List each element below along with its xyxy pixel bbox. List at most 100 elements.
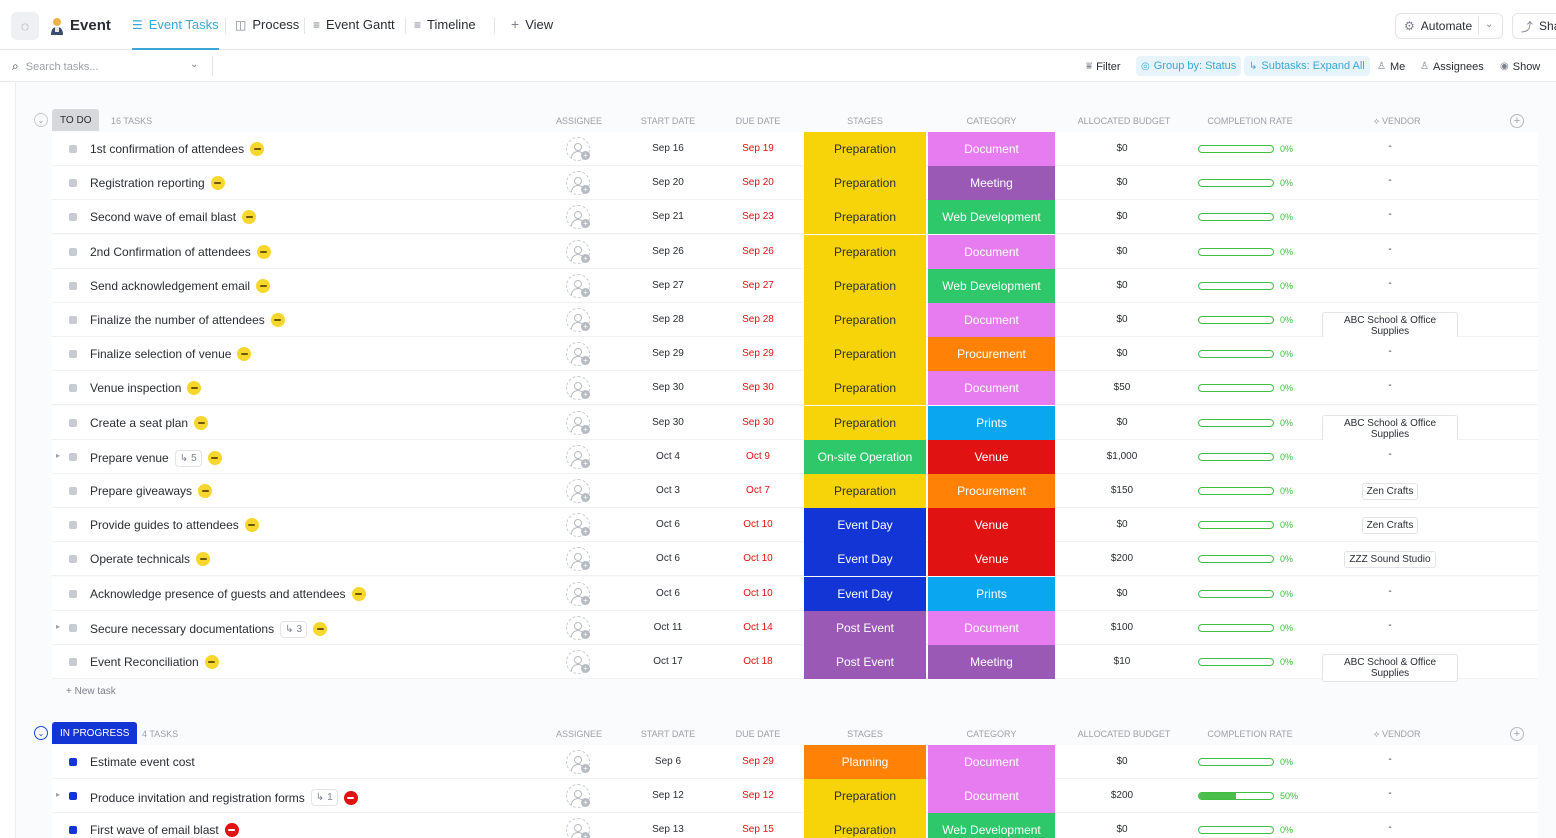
task-name-label[interactable]: First wave of email blast xyxy=(90,823,219,838)
add-view-button[interactable]: + View xyxy=(511,17,553,50)
status-square-icon[interactable] xyxy=(69,758,77,766)
allocated-budget[interactable]: $0 xyxy=(1116,177,1128,189)
start-date[interactable]: Oct 6 xyxy=(656,519,680,531)
vendor-cell[interactable]: - xyxy=(1388,788,1392,800)
due-date[interactable]: Sep 19 xyxy=(742,143,774,154)
status-square-icon[interactable] xyxy=(69,658,77,666)
allocated-budget[interactable]: $0 xyxy=(1116,416,1128,428)
allocated-budget[interactable]: $100 xyxy=(1110,621,1134,633)
start-date[interactable]: Sep 20 xyxy=(652,177,684,189)
add-column-icon[interactable]: + xyxy=(1510,727,1524,741)
due-date[interactable]: Sep 15 xyxy=(742,824,774,836)
vendor-cell[interactable]: ZZZ Sound Studio xyxy=(1322,551,1458,569)
vendor-cell[interactable]: ABC School & Office Supplies xyxy=(1322,312,1458,340)
table-row[interactable]: Estimate event cost + Sep 6 Sep 29 Planning D… xyxy=(52,745,1538,779)
collapse-group-icon[interactable]: ⌄ xyxy=(34,726,48,740)
add-assignee-button[interactable]: + xyxy=(566,308,590,332)
allocated-budget[interactable]: $0 xyxy=(1116,314,1128,325)
task-name[interactable]: Send acknowledgement email xyxy=(90,278,271,293)
filter-button[interactable]: ⩸ Filter xyxy=(1086,58,1121,75)
category-badge[interactable]: Prints xyxy=(928,405,1055,440)
vendor-chip[interactable]: Zen Crafts xyxy=(1361,517,1419,535)
stage-badge[interactable]: Preparation xyxy=(804,405,926,440)
category-badge[interactable]: Prints xyxy=(928,576,1055,611)
due-date[interactable]: Sep 12 xyxy=(742,790,774,802)
category-badge[interactable]: Document xyxy=(928,779,1055,814)
start-date[interactable]: Oct 3 xyxy=(656,485,680,496)
due-date[interactable]: Oct 10 xyxy=(743,587,773,599)
start-date[interactable]: Sep 26 xyxy=(652,245,684,257)
task-name-label[interactable]: Operate technicals xyxy=(90,552,191,567)
task-name-label[interactable]: Create a seat plan xyxy=(90,415,189,430)
due-date[interactable]: Oct 7 xyxy=(746,485,770,496)
due-date[interactable]: Oct 14 xyxy=(743,621,773,633)
stage-badge[interactable]: Preparation xyxy=(804,779,926,814)
stage-badge[interactable]: Preparation xyxy=(804,166,926,201)
stage-badge[interactable]: Preparation xyxy=(804,234,926,269)
priority-icon[interactable] xyxy=(194,415,209,430)
add-assignee-button[interactable]: + xyxy=(566,444,590,469)
category-badge[interactable]: Document xyxy=(928,132,1055,166)
priority-icon[interactable] xyxy=(196,552,211,567)
due-date[interactable]: Sep 23 xyxy=(742,211,774,223)
column-header-stages[interactable]: STAGES xyxy=(847,729,883,739)
start-date[interactable]: Oct 6 xyxy=(656,587,680,599)
stage-badge[interactable]: Event Day xyxy=(804,508,926,543)
add-assignee-button[interactable]: + xyxy=(566,615,590,640)
vendor-chip[interactable]: ABC School & Office Supplies xyxy=(1322,654,1458,682)
task-name-label[interactable]: Produce invitation and registration form… xyxy=(90,790,305,805)
due-date[interactable]: Oct 9 xyxy=(746,450,770,462)
vendor-cell[interactable]: ABC School & Office Supplies xyxy=(1322,654,1458,682)
task-name-label[interactable]: Registration reporting xyxy=(90,176,205,191)
add-assignee-button[interactable]: + xyxy=(566,171,590,196)
add-column-icon[interactable]: + xyxy=(1510,114,1524,128)
column-header-budget[interactable]: ALLOCATED BUDGET xyxy=(1077,729,1171,739)
stage-badge[interactable]: Post Event xyxy=(804,610,926,645)
stage-badge[interactable]: Preparation xyxy=(804,303,926,337)
stage-badge[interactable]: Preparation xyxy=(804,200,926,235)
table-row[interactable]: 2nd Confirmation of attendees + Sep 26 Sep … xyxy=(52,234,1538,269)
table-row[interactable]: ▸ Prepare venue ↳ 5 + Oct 4 Oct 9 On-site Opera… xyxy=(52,439,1538,474)
subtask-count[interactable]: ↳ 1 xyxy=(310,789,338,807)
status-square-icon[interactable] xyxy=(69,384,77,393)
chevron-down-icon[interactable]: ⌄ xyxy=(1485,19,1494,30)
priority-icon[interactable] xyxy=(242,210,257,225)
priority-icon[interactable] xyxy=(256,244,271,259)
table-row[interactable]: Venue inspection + Sep 30 Sep 30 Preparation… xyxy=(52,371,1538,406)
status-square-icon[interactable] xyxy=(69,452,77,461)
table-row[interactable]: Create a seat plan + Sep 30 Sep 30 Preparati… xyxy=(52,405,1538,443)
workspace-menu-button[interactable]: ◌ xyxy=(11,12,39,40)
task-name[interactable]: Finalize the number of attendees xyxy=(90,313,285,327)
column-header-due-date[interactable]: DUE DATE xyxy=(735,116,781,126)
add-assignee-button[interactable]: + xyxy=(566,513,590,538)
add-assignee-button[interactable]: + xyxy=(566,137,590,161)
allocated-budget[interactable]: $0 xyxy=(1116,587,1128,599)
task-name-label[interactable]: 2nd Confirmation of attendees xyxy=(90,244,251,259)
task-name[interactable]: Produce invitation and registration form… xyxy=(90,789,358,807)
start-date[interactable]: Sep 16 xyxy=(652,143,684,154)
due-date[interactable]: Sep 30 xyxy=(742,416,774,428)
task-name-label[interactable]: Finalize selection of venue xyxy=(90,347,232,362)
category-badge[interactable]: Meeting xyxy=(928,166,1055,201)
add-assignee-button[interactable]: + xyxy=(566,650,590,674)
tab-event-gantt[interactable]: ≡ Event Gantt xyxy=(313,17,395,50)
stage-badge[interactable]: Event Day xyxy=(804,576,926,611)
stage-badge[interactable]: Preparation xyxy=(804,132,926,166)
vendor-cell[interactable]: - xyxy=(1388,277,1392,289)
vendor-chip[interactable]: ABC School & Office Supplies xyxy=(1322,312,1458,340)
column-header-stages[interactable]: STAGES xyxy=(847,116,883,126)
category-badge[interactable]: Web Development xyxy=(928,268,1055,303)
tab-event-tasks[interactable]: ☰ Event Tasks xyxy=(132,17,219,50)
task-name[interactable]: 2nd Confirmation of attendees xyxy=(90,244,271,259)
stage-badge[interactable]: Preparation xyxy=(804,813,926,838)
column-header-category[interactable]: CATEGORY xyxy=(966,729,1017,739)
table-row[interactable]: Registration reporting + Sep 20 Sep 20 Prepa… xyxy=(52,166,1538,201)
add-assignee-button[interactable]: + xyxy=(566,205,590,230)
status-square-icon[interactable] xyxy=(69,487,77,495)
priority-icon[interactable] xyxy=(343,790,358,805)
vendor-cell[interactable]: ABC School & Office Supplies xyxy=(1322,414,1458,443)
allocated-budget[interactable]: $150 xyxy=(1110,485,1134,496)
category-badge[interactable]: Document xyxy=(928,303,1055,337)
task-name-label[interactable]: Second wave of email blast xyxy=(90,210,237,225)
status-square-icon[interactable] xyxy=(69,521,77,530)
